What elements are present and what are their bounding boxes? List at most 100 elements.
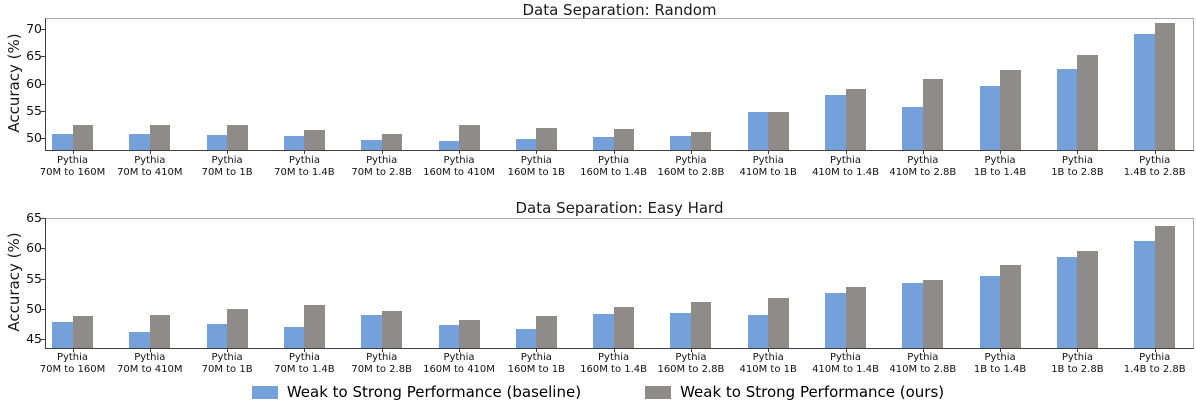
x-tick-label-line1: Pythia (520, 352, 552, 363)
x-tick-label-line1: Pythia (366, 155, 398, 166)
x-tick-label-line1: Pythia (56, 352, 89, 363)
x-tick-label-line1: Pythia (598, 155, 630, 166)
y-tick-mark (41, 248, 46, 250)
x-tick-label-line2: 410M to 2.8B (889, 363, 957, 375)
x-tick-label-line1: Pythia (1061, 155, 1093, 166)
x-tick-label-line1: Pythia (984, 352, 1016, 363)
y-tick-mark (41, 111, 46, 113)
legend: Weak to Strong Performance (baseline) We… (0, 378, 1196, 406)
x-tick-label-line1: Pythia (134, 352, 166, 363)
x-tick-label: Pythia 410M to 2.8B (877, 155, 969, 178)
x-tick-label: Pythia 410M to 1B (722, 155, 814, 178)
y-tick-mark (41, 339, 46, 341)
x-tick-label: Pythia 70M to 1.4B (258, 155, 350, 178)
x-tick-label-line2: 70M to 160M (39, 363, 106, 375)
y-tick-mark (41, 83, 46, 85)
x-tick-mark (72, 150, 74, 154)
x-tick-mark (1154, 348, 1156, 352)
x-tick-label-line1: Pythia (211, 352, 243, 363)
bar-ours (1000, 70, 1021, 150)
x-tick-label-line1: Pythia (520, 155, 552, 166)
bar-ours (227, 308, 248, 348)
y-tick-label: 55 (26, 103, 42, 119)
chart-title-easy-hard: Data Separation: Easy Hard (515, 199, 724, 217)
legend-item-ours: Weak to Strong Performance (ours) (645, 383, 944, 401)
y-tick-mark (41, 28, 46, 30)
bar-baseline (283, 136, 305, 150)
x-tick-label-line1: Pythia (752, 352, 784, 363)
bar-ours (1000, 264, 1021, 348)
x-tick-label-line2: 160M to 2.8B (657, 166, 725, 178)
x-tick-label: Pythia 160M to 410M (413, 155, 505, 178)
x-tick-label-line2: 1.4B to 2.8B (1123, 166, 1186, 178)
x-tick-label-line2: 160M to 2.8B (657, 363, 725, 375)
x-tick-label-line2: 410M to 1B (739, 363, 797, 375)
x-tick-mark (304, 150, 306, 154)
bar-ours (922, 78, 944, 150)
y-tick-mark (41, 138, 46, 140)
x-tick-label: Pythia 1.4B to 2.8B (1109, 352, 1196, 375)
bar-ours (459, 125, 480, 150)
y-tick-mark (41, 278, 46, 280)
bar-ours (149, 124, 171, 150)
bar-baseline (979, 276, 1001, 348)
x-tick-mark (459, 150, 460, 154)
bar-baseline (361, 315, 382, 348)
x-tick-mark (304, 348, 306, 352)
x-tick-label: Pythia 70M to 2.8B (336, 352, 428, 375)
x-tick-label-line2: 70M to 2.8B (351, 363, 412, 375)
bar-baseline (515, 329, 537, 348)
y-tick-mark (41, 309, 46, 311)
y-tick-label: 55 (26, 270, 42, 286)
x-tick-label: Pythia 410M to 1.4B (800, 352, 892, 375)
x-tick-mark (149, 348, 151, 352)
x-tick-label-line1: Pythia (134, 155, 166, 166)
x-tick-label: Pythia 70M to 1B (181, 155, 273, 178)
y-tick-label: 60 (26, 75, 42, 91)
x-tick-label-line2: 160M to 1B (507, 166, 565, 178)
x-tick-label-line1: Pythia (907, 352, 939, 363)
bar-baseline (825, 293, 846, 348)
x-tick-label-line1: Pythia (675, 352, 707, 363)
x-tick-label: Pythia 1B to 1.4B (954, 352, 1046, 375)
bar-baseline (1134, 33, 1155, 150)
y-tick-label: 50 (26, 130, 42, 146)
bar-baseline (825, 95, 846, 150)
x-tick-label-line2: 1B to 2.8B (1051, 166, 1104, 178)
bar-baseline (52, 321, 73, 348)
bar-baseline (670, 312, 691, 348)
x-tick-label-line2: 70M to 410M (117, 166, 183, 178)
x-tick-label: Pythia 70M to 410M (104, 352, 196, 375)
bar-ours (613, 129, 635, 150)
bar-ours (768, 298, 789, 348)
x-tick-mark (768, 150, 770, 154)
x-tick-label-line2: 70M to 2.8B (351, 166, 412, 178)
bar-ours (613, 307, 635, 348)
x-tick-label: Pythia 160M to 410M (413, 352, 505, 375)
x-tick-label: Pythia 410M to 2.8B (877, 352, 969, 375)
legend-swatch-baseline-icon (251, 385, 278, 399)
x-tick-label: Pythia 1B to 2.8B (1031, 155, 1123, 178)
x-tick-label-line1: Pythia (829, 155, 862, 166)
x-tick-mark (613, 150, 615, 154)
bar-baseline (1056, 256, 1078, 348)
x-tick-label-line2: 70M to 1B (201, 166, 253, 178)
x-tick-label: Pythia 70M to 1.4B (258, 352, 350, 375)
bar-baseline (361, 139, 382, 150)
x-tick-label: Pythia 70M to 160M (27, 352, 119, 375)
legend-label-baseline: Weak to Strong Performance (baseline) (286, 383, 582, 401)
x-tick-label-line1: Pythia (211, 155, 243, 166)
bar-baseline (438, 324, 459, 348)
x-tick-label-line1: Pythia (1139, 352, 1171, 363)
bar-ours (922, 279, 944, 348)
x-tick-label: Pythia 1B to 2.8B (1031, 352, 1123, 375)
x-tick-label-line2: 1B to 1.4B (973, 363, 1027, 375)
x-tick-mark (1000, 150, 1002, 154)
bar-ours (845, 287, 866, 348)
x-tick-mark (1077, 348, 1079, 352)
x-tick-mark (690, 348, 692, 352)
x-tick-label-line2: 160M to 410M (423, 166, 495, 178)
x-tick-mark (613, 348, 615, 352)
x-tick-label-line1: Pythia (675, 155, 707, 166)
x-tick-label-line1: Pythia (752, 155, 784, 166)
